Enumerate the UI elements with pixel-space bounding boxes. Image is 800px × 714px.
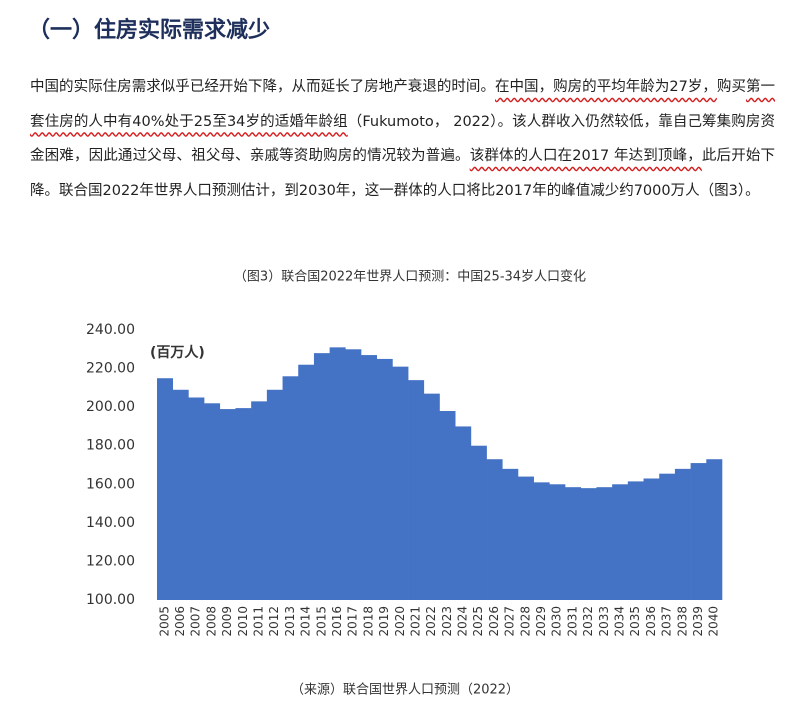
x-tick-label: 2017 <box>346 606 360 637</box>
bar <box>345 349 362 600</box>
bar <box>392 366 409 600</box>
bar <box>172 389 189 600</box>
text: 此后开始下降。联合国2022年世界人口预测估计，到2030年，这一群体的人口将比… <box>30 148 776 199</box>
x-tick-label: 2012 <box>267 606 281 637</box>
y-tick-label: 100.00 <box>86 592 135 608</box>
underlined-text: 第一套住房的人中有40%处于25至34岁的适婚年龄组 <box>30 79 776 130</box>
source: （来源）联合国世界人口预测（2022） <box>291 683 519 698</box>
x-tick-label: 2020 <box>393 606 407 637</box>
bar <box>549 484 566 600</box>
x-tick-label: 2037 <box>660 606 674 637</box>
underlined-text: 该群体的人口在2017 年达到顶峰， <box>469 148 702 164</box>
bar <box>517 476 534 600</box>
x-tick-label: 2005 <box>157 606 171 637</box>
x-tick-label: 2029 <box>534 606 548 637</box>
x-tick-label: 2028 <box>518 606 532 637</box>
heading: （一）住房实际需求减少 <box>28 18 271 43</box>
x-tick-label: 2009 <box>220 606 234 637</box>
text: （Fukumoto， 2022）。该人群收入仍然较低，靠自己筹集购房资金困难，因… <box>30 113 775 165</box>
bar <box>251 401 268 600</box>
y-tick-label: 220.00 <box>86 361 135 377</box>
bar <box>157 378 173 600</box>
x-tick-label: 2023 <box>440 606 454 637</box>
x-tick-label: 2035 <box>628 606 642 637</box>
x-tick-label: 2040 <box>707 606 721 637</box>
bar <box>580 488 597 600</box>
text: 中国的实际住房需求似乎已经开始下降，从而延长了房地产衰退的时间。 <box>30 79 495 95</box>
bar <box>455 426 472 600</box>
bar <box>188 397 205 600</box>
bar <box>486 459 503 600</box>
x-tick-label: 2027 <box>503 606 517 637</box>
bar <box>204 403 221 600</box>
bar <box>282 376 299 600</box>
y-tick-label: 120.00 <box>86 553 135 569</box>
x-tick-label: 2024 <box>456 606 470 637</box>
unit-label: (百万人) <box>150 344 205 361</box>
paragraph: 中国的实际住房需求似乎已经开始下降，从而延长了房地产衰退的时间。在中国，购房的平… <box>30 70 775 208</box>
bar <box>219 409 236 600</box>
x-tick-label: 2019 <box>377 606 391 637</box>
x-tick-label: 2031 <box>565 606 579 637</box>
bar <box>298 364 315 600</box>
bar <box>596 487 613 600</box>
bar <box>376 358 393 600</box>
bar <box>533 482 550 600</box>
bar <box>659 473 676 600</box>
bar <box>565 487 582 600</box>
y-tick-label: 160.00 <box>86 476 135 492</box>
bar <box>235 408 252 600</box>
x-tick-label: 2007 <box>189 606 203 637</box>
x-tick-label: 2039 <box>691 606 705 637</box>
bar <box>643 478 660 600</box>
x-tick-label: 2036 <box>644 606 658 637</box>
bar <box>627 481 644 600</box>
bar <box>408 380 425 600</box>
bar <box>502 468 519 600</box>
document: （一）住房实际需求减少 中国的实际住房需求似乎已经开始下降，从而延长了房地产衰退… <box>0 0 800 250</box>
chart: （图3）联合国2022年世界人口预测：中国25-34岁人口变化 (百万人) （来… <box>86 269 723 698</box>
y-tick-label: 240.00 <box>86 322 135 338</box>
bar <box>361 355 378 600</box>
x-tick-label: 2011 <box>252 606 266 637</box>
x-tick-label: 2030 <box>550 606 564 637</box>
x-tick-label: 2016 <box>330 606 344 637</box>
x-tick-label: 2021 <box>408 606 422 637</box>
x-tick-label: 2008 <box>204 606 218 637</box>
bar <box>690 463 707 600</box>
x-tick-label: 2006 <box>173 606 187 637</box>
x-tick-label: 2022 <box>424 606 438 637</box>
underlined-text: 在中国，购房的平均年龄为27岁， <box>495 79 717 95</box>
bar <box>313 353 330 600</box>
x-tick-label: 2025 <box>471 606 485 637</box>
y-tick-label: 200.00 <box>86 399 135 415</box>
x-tick-label: 2026 <box>487 606 501 637</box>
x-tick-label: 2010 <box>236 606 250 637</box>
text: 购买 <box>716 79 746 95</box>
y-tick-label: 180.00 <box>86 438 135 454</box>
bar <box>706 459 723 600</box>
bar <box>266 389 283 600</box>
chart-title: （图3）联合国2022年世界人口预测：中国25-34岁人口变化 <box>234 269 586 285</box>
x-tick-label: 2033 <box>597 606 611 637</box>
bar <box>329 347 346 600</box>
bar <box>439 411 456 600</box>
x-tick-label: 2038 <box>675 606 689 637</box>
bar <box>612 484 629 600</box>
x-tick-label: 2018 <box>361 606 375 637</box>
x-tick-label: 2014 <box>299 606 313 637</box>
x-tick-label: 2015 <box>314 606 328 637</box>
x-tick-label: 2032 <box>581 606 595 637</box>
y-tick-label: 140.00 <box>86 515 135 531</box>
bar <box>470 445 487 600</box>
x-tick-label: 2013 <box>283 606 297 637</box>
bar <box>423 393 440 600</box>
bar <box>674 468 691 600</box>
x-tick-label: 2034 <box>612 606 626 637</box>
